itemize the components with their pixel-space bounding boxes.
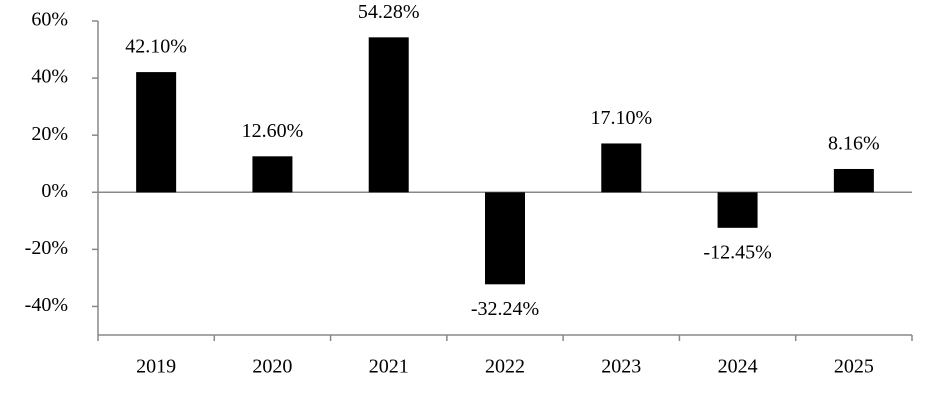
y-tick-label: 40% (31, 66, 68, 88)
bar (136, 72, 177, 193)
x-tick-label: 2023 (601, 356, 641, 378)
y-tick-label: -20% (25, 237, 68, 259)
x-tick-label: 2020 (252, 356, 292, 378)
y-tick-label: -40% (25, 294, 68, 316)
bar (601, 143, 642, 193)
x-tick-label: 2024 (718, 356, 758, 378)
value-label: 12.60% (242, 120, 304, 142)
value-label: 17.10% (590, 107, 652, 129)
value-label: -12.45% (703, 241, 771, 263)
value-label: 54.28% (358, 1, 420, 23)
y-tick-label: 20% (31, 123, 68, 145)
x-tick-label: 2021 (369, 356, 409, 378)
bar (833, 168, 874, 193)
x-tick-label: 2022 (485, 356, 525, 378)
x-tick-label: 2025 (834, 356, 874, 378)
y-tick-label: 60% (31, 9, 68, 31)
value-label: 42.10% (125, 36, 187, 58)
bar (368, 37, 409, 193)
bar (485, 192, 525, 285)
value-label: 8.16% (828, 133, 880, 155)
bar (252, 156, 293, 193)
value-label: -32.24% (471, 298, 539, 320)
y-tick-label: 0% (41, 180, 68, 202)
bar (717, 192, 758, 228)
x-tick-label: 2019 (136, 356, 176, 378)
